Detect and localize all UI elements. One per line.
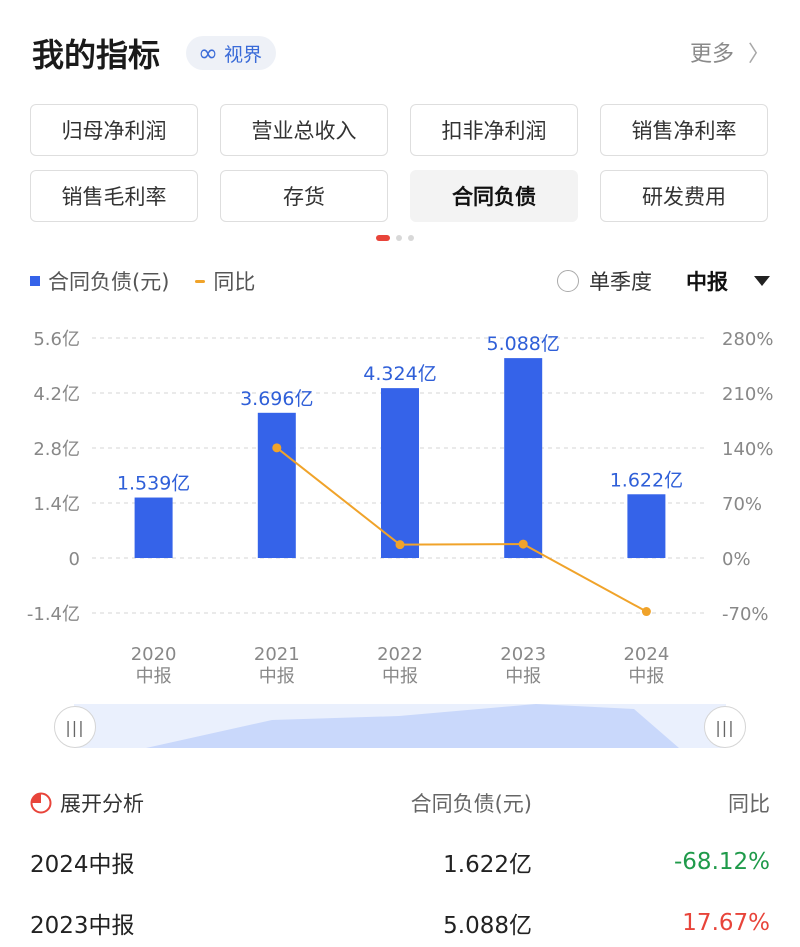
page-title: 我的指标 <box>32 36 161 74</box>
row-yoy: -68.12% <box>674 849 770 875</box>
bar-value-label: 1.539亿 <box>117 473 190 495</box>
legend-bar-label: 合同负债(元) <box>48 270 170 294</box>
x-tick-label: 2020 <box>131 644 177 665</box>
pager-dot[interactable] <box>408 235 414 241</box>
vision-label: 视界 <box>224 43 263 66</box>
range-slider[interactable]: ||| ||| <box>54 704 746 748</box>
contract-liability-chart: 5.6亿 280% 4.2亿 210% 2.8亿 140% 1.4亿 70% 0 0% -1.4亿 -… <box>27 329 774 687</box>
y-tick-right: 140% <box>722 439 773 460</box>
y-tick-right: 70% <box>722 494 762 515</box>
slider-handle-left[interactable]: ||| <box>54 706 96 748</box>
infinity-icon: ∞ <box>198 39 218 67</box>
bar-value-label: 4.324亿 <box>363 363 436 385</box>
row-period: 2024中报 <box>30 852 135 878</box>
chevron-right-icon: 〉 <box>747 42 770 67</box>
row-period: 2023中报 <box>30 913 135 939</box>
x-tick-label: 中报 <box>628 666 664 687</box>
x-tick-label: 2022 <box>377 644 423 665</box>
pager-dot[interactable] <box>376 235 390 241</box>
more-link[interactable]: 更多 〉 <box>690 36 770 68</box>
yoy-line <box>276 447 647 613</box>
y-tick-left: 1.4亿 <box>33 494 80 515</box>
pager-dot[interactable] <box>396 235 402 241</box>
more-label: 更多 <box>689 42 734 67</box>
line-series-swatch <box>195 279 206 283</box>
legend-bar-series: 合同负债(元) <box>30 266 169 296</box>
x-tick-label: 2021 <box>254 644 300 665</box>
y-tick-left: 0 <box>69 549 80 570</box>
metric-chip[interactable]: 归母净利润 <box>30 104 198 156</box>
x-tick-label: 中报 <box>505 666 541 687</box>
bar <box>257 412 296 558</box>
analysis-row[interactable]: 2023中报 5.088亿 17.67% <box>30 903 770 943</box>
metric-chip[interactable]: 扣非净利润 <box>410 104 578 156</box>
chart-legend: 合同负债(元) 同比 单季度 中报 <box>30 264 770 298</box>
vision-button[interactable]: ∞ 视界 <box>186 36 277 70</box>
bar-value-label: 5.088亿 <box>486 333 559 355</box>
x-tick-label: 中报 <box>259 666 295 687</box>
analysis-title: 展开分析 <box>60 792 144 816</box>
bar <box>627 494 666 558</box>
bar <box>504 358 543 558</box>
pie-chart-icon <box>30 792 52 814</box>
row-value: 1.622亿 <box>443 852 532 878</box>
yoy-point <box>395 540 405 550</box>
column-header-yoy: 同比 <box>728 792 770 816</box>
slider-track[interactable] <box>74 704 726 748</box>
row-yoy: 17.67% <box>682 910 770 936</box>
y-tick-right: -70% <box>722 604 769 625</box>
x-tick-label: 2023 <box>500 644 546 665</box>
metric-selector: 归母净利润 营业总收入 扣非净利润 销售净利率销售毛利率 存货 合同负债 研发费用 <box>30 104 770 222</box>
yoy-point <box>641 607 651 617</box>
analysis-header[interactable]: 展开分析 合同负债(元) 同比 <box>30 786 770 820</box>
legend-line-series: 同比 <box>195 266 255 296</box>
x-tick-label: 中报 <box>136 666 172 687</box>
legend-line-label: 同比 <box>213 270 256 294</box>
bar <box>134 497 173 558</box>
y-tick-left: 5.6亿 <box>33 329 80 350</box>
metric-chip[interactable]: 研发费用 <box>600 170 768 222</box>
caret-down-icon[interactable] <box>754 276 770 286</box>
metric-chip[interactable]: 销售净利率 <box>600 104 768 156</box>
column-header-value: 合同负债(元) <box>410 792 532 816</box>
y-tick-right: 280% <box>722 329 773 350</box>
metric-chip[interactable]: 合同负债 <box>410 170 578 222</box>
metric-chip[interactable]: 营业总收入 <box>220 104 388 156</box>
y-tick-right: 210% <box>722 384 773 405</box>
row-value: 5.088亿 <box>443 913 532 939</box>
period-select[interactable]: 中报 <box>686 270 728 294</box>
x-tick-label: 中报 <box>382 666 418 687</box>
yoy-point <box>518 539 528 549</box>
y-tick-right: 0% <box>722 549 751 570</box>
y-tick-left: 2.8亿 <box>33 439 80 460</box>
x-tick-label: 2024 <box>623 644 669 665</box>
analysis-row[interactable]: 2024中报 1.622亿 -68.12% <box>30 842 770 882</box>
pager-dots <box>376 235 414 241</box>
bar-value-label: 1.622亿 <box>610 469 683 491</box>
bar <box>381 388 419 558</box>
slider-handle-right[interactable]: ||| <box>704 706 746 748</box>
metric-chip[interactable]: 存货 <box>220 170 388 222</box>
y-tick-left: 4.2亿 <box>33 384 80 405</box>
bar-value-label: 3.696亿 <box>240 388 313 410</box>
single-quarter-radio[interactable] <box>557 270 579 292</box>
header: 我的指标 ∞ 视界 更多 〉 <box>0 0 800 100</box>
bar-series-swatch <box>30 276 40 286</box>
metric-chip[interactable]: 销售毛利率 <box>30 170 198 222</box>
single-quarter-label[interactable]: 单季度 <box>589 270 652 294</box>
y-tick-left: -1.4亿 <box>27 604 80 625</box>
yoy-point <box>272 443 282 453</box>
